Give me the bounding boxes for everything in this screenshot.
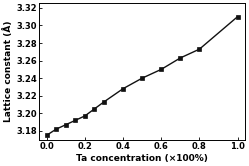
Y-axis label: Lattice constant (Å): Lattice constant (Å) [3, 21, 13, 122]
X-axis label: Ta concentration (×100%): Ta concentration (×100%) [76, 154, 208, 163]
